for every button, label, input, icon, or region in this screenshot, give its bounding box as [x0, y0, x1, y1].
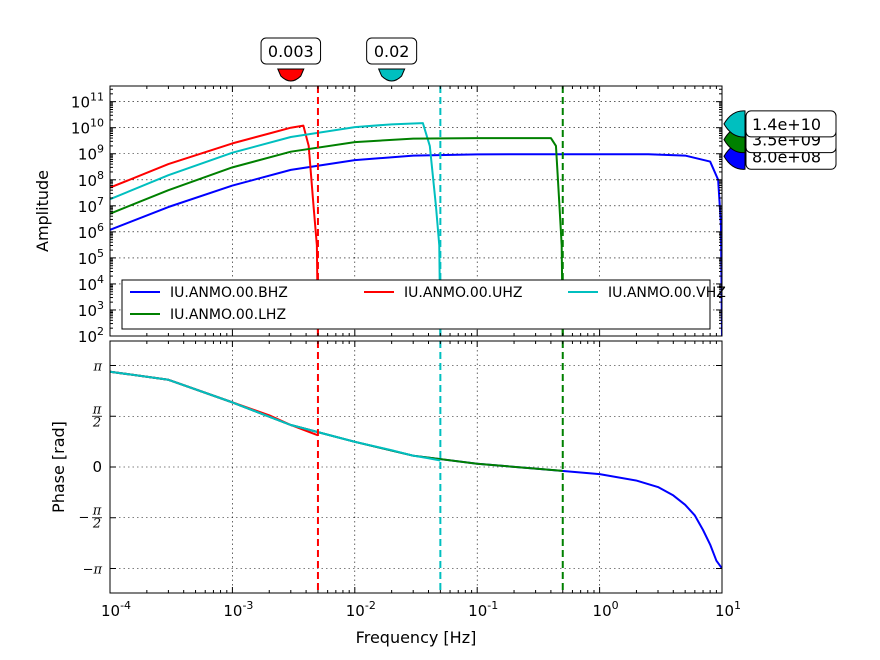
svg-text:2: 2: [92, 517, 101, 532]
amplitude-line-iu-anmo-00-vhz: [110, 122, 442, 336]
legend-entry-label: IU.ANMO.00.BHZ: [170, 285, 288, 301]
legend-box: [121, 279, 711, 330]
phase-y-tick-label: 0: [92, 458, 102, 476]
right-marker-label: 1.4e+10: [752, 115, 821, 134]
amplitude-y-tick-label: 106: [78, 221, 104, 242]
annotation-markers: 0.003 0.028.0e+083.5e+091.4e+10: [260, 37, 837, 170]
top-marker-label: 0.003: [268, 42, 314, 61]
amplitude-line-iu-anmo-00-uhz: [110, 124, 319, 336]
top-marker-triangle: [377, 68, 406, 82]
svg-text:−: −: [79, 511, 90, 526]
amplitude-y-tick-label: 109: [78, 143, 104, 164]
right-marker-shape: [723, 110, 746, 138]
phase-y-tick-label: π2: [92, 402, 102, 430]
amplitude-y-tick-label: 104: [78, 273, 104, 294]
legend-entry-label: IU.ANMO.00.VHZ: [608, 285, 726, 301]
x-tick-label: 100: [593, 599, 619, 620]
legend-entry-label: IU.ANMO.00.UHZ: [404, 285, 523, 301]
x-tick-label: 10-1: [468, 599, 498, 620]
top-marker-box: [366, 37, 418, 65]
top-marker-box: [260, 37, 322, 65]
amplitude-axes-frame: [109, 85, 723, 337]
amplitude-y-tick-label: 1010: [71, 117, 104, 138]
top-marker-triangle: [277, 68, 305, 82]
svg-text:2: 2: [92, 415, 101, 430]
amplitude-line-iu-anmo-00-bhz: [110, 153, 722, 336]
phase-y-tick-label: −π: [83, 562, 103, 577]
amplitude-series-group: [110, 86, 722, 336]
svg-text:π: π: [92, 402, 102, 417]
phase-y-tick-label: π: [92, 360, 102, 375]
phase-line-iu-anmo-00-vhz: [110, 370, 441, 462]
x-tick-label: 10-4: [101, 599, 131, 620]
x-tick-label: 10-2: [346, 599, 376, 620]
amplitude-y-tick-label: 1011: [71, 91, 104, 112]
amplitude-y-tick-label: 108: [78, 169, 104, 190]
top-marker-label: 0.02: [374, 42, 410, 61]
right-marker-box: [745, 110, 837, 138]
amplitude-line-iu-anmo-00-lhz: [110, 137, 564, 336]
amplitude-axis-label: Amplitude: [33, 170, 52, 252]
frequency-axis-label: Frequency [Hz]: [356, 628, 477, 647]
amplitude-y-tick-label: 102: [78, 325, 104, 346]
amplitude-y-tick-label: 107: [78, 195, 104, 216]
phase-axis-label: Phase [rad]: [49, 421, 68, 513]
phase-axes-frame: [109, 340, 723, 594]
x-tick-label: 101: [715, 599, 741, 620]
phase-y-tick-label: − π2: [79, 504, 102, 532]
amplitude-y-tick-label: 105: [78, 247, 104, 268]
legend-entry-label: IU.ANMO.00.LHZ: [170, 307, 286, 323]
legend: IU.ANMO.00.BHZ IU.ANMO.00.UHZ IU.ANMO.00.V…: [121, 279, 726, 330]
svg-text:π: π: [92, 504, 102, 519]
x-tick-label: 10-3: [223, 599, 253, 620]
phase-series-group: [110, 341, 722, 593]
amplitude-y-tick-label: 103: [78, 299, 104, 320]
